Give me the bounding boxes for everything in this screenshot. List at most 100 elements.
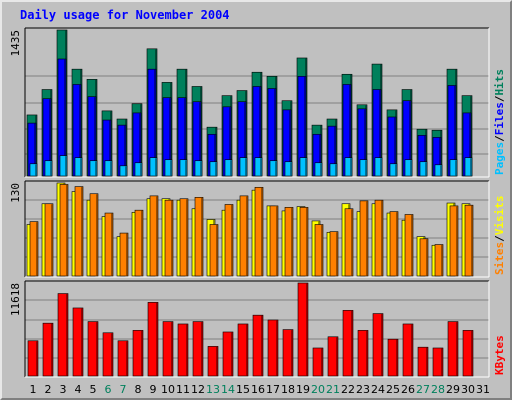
bar-sites-day-24-shade [381, 200, 383, 276]
bar-sites-day-1-shade [36, 222, 38, 276]
x-label-day-11: 11 [176, 383, 190, 396]
bar-kbytes-day-19-shade [306, 283, 308, 376]
bar-kbytes-day-8 [132, 330, 144, 377]
bar-kbytes-day-19 [297, 282, 309, 377]
bar-pages-day-3-shade [65, 156, 67, 176]
bar-kbytes-day-28 [432, 347, 444, 377]
bar-pages-day-22 [344, 157, 353, 177]
panel-2-series-labels: Sites/Visits [493, 196, 506, 276]
bar-sites-day-15 [239, 195, 249, 277]
bar-pages-day-5 [89, 160, 98, 177]
bar-files-day-10-shade [169, 98, 171, 176]
bar-sites-day-25-shade [396, 212, 398, 276]
bar-files-day-23-shade [364, 109, 366, 176]
bar-kbytes-day-25-shade [396, 339, 398, 376]
x-label-day-22: 22 [341, 383, 355, 396]
x-label-day-1: 1 [30, 383, 37, 396]
bar-files-day-17-shade [274, 89, 276, 176]
bar-kbytes-day-13 [207, 346, 219, 377]
bar-files-day-4-shade [79, 84, 81, 176]
bar-kbytes-day-16-shade [261, 315, 263, 376]
bar-kbytes-day-3 [57, 293, 69, 377]
x-label-day-25: 25 [386, 383, 400, 396]
chart-title: Daily usage for November 2004 [20, 8, 230, 22]
bar-pages-day-14 [224, 159, 233, 177]
bar-pages-day-26-shade [410, 160, 412, 176]
panel-3-series-labels: KBytes [493, 335, 506, 375]
bar-sites-day-29-shade [456, 206, 458, 276]
bar-pages-day-10-shade [170, 160, 172, 176]
bar-pages-day-10 [164, 159, 173, 177]
bar-pages-day-27-shade [425, 162, 427, 176]
bar-pages-day-7-shade [125, 166, 127, 176]
bar-sites-day-30-shade [471, 205, 473, 276]
bar-sites-day-16 [254, 186, 264, 277]
x-label-day-23: 23 [356, 383, 370, 396]
bar-pages-day-21 [329, 163, 338, 177]
bar-kbytes-day-7-shade [126, 341, 128, 376]
bar-pages-day-4-shade [80, 158, 82, 176]
bar-pages-day-25 [389, 163, 398, 177]
x-label-day-6: 6 [105, 383, 112, 396]
bar-pages-day-23 [359, 159, 368, 177]
bar-sites-day-14-shade [231, 204, 233, 276]
bar-kbytes-day-29-shade [456, 322, 458, 376]
bar-files-day-11-shade [184, 98, 186, 176]
bar-pages-day-11 [179, 159, 188, 177]
bar-pages-day-6 [104, 160, 113, 177]
bar-kbytes-day-9 [147, 302, 159, 377]
bar-pages-day-29-shade [455, 160, 457, 176]
bar-sites-day-28 [434, 244, 444, 277]
bar-sites-day-9 [149, 195, 159, 277]
bar-sites-day-13-shade [216, 224, 218, 276]
series-label-sites: Sites [493, 242, 506, 275]
bar-pages-day-30-shade [470, 158, 472, 176]
x-label-day-24: 24 [371, 383, 385, 396]
x-label-day-16: 16 [251, 383, 265, 396]
bar-sites-day-3 [59, 184, 69, 277]
bar-kbytes-day-4 [72, 307, 84, 377]
bar-sites-day-6 [104, 212, 114, 277]
bar-kbytes-day-24-shade [381, 314, 383, 376]
bar-kbytes-day-14-shade [231, 332, 233, 376]
bar-sites-day-12 [194, 197, 204, 277]
bar-pages-day-5-shade [95, 161, 97, 176]
bar-sites-day-11 [179, 198, 189, 277]
panel-1-series-labels: Pages/Files/Hits [493, 69, 506, 175]
x-label-day-12: 12 [191, 383, 205, 396]
bar-pages-day-2 [44, 160, 53, 177]
bar-sites-day-12-shade [201, 197, 203, 276]
bar-kbytes-day-25 [387, 338, 399, 377]
bar-sites-day-2 [44, 203, 54, 277]
bar-kbytes-day-5-shade [96, 322, 98, 376]
bar-files-day-28-shade [439, 137, 441, 176]
bar-pages-day-20-shade [320, 163, 322, 176]
bar-sites-day-5 [89, 193, 99, 277]
panel-1-ymax-label: 1435 [9, 30, 22, 57]
bar-sites-day-29 [449, 205, 459, 277]
bar-sites-day-30 [464, 204, 474, 277]
bar-kbytes-day-20-shade [321, 348, 323, 376]
x-label-day-28: 28 [431, 383, 445, 396]
bar-sites-day-20 [314, 224, 324, 277]
bar-sites-day-3-shade [66, 184, 68, 276]
bar-pages-day-19-shade [305, 158, 307, 176]
bar-kbytes-day-4-shade [81, 308, 83, 376]
bar-sites-day-2-shade [51, 204, 53, 276]
bar-kbytes-day-15-shade [246, 324, 248, 376]
bar-pages-day-8-shade [140, 163, 142, 176]
bar-pages-day-12-shade [200, 161, 202, 176]
bar-sites-day-21-shade [336, 232, 338, 276]
x-label-day-27: 27 [416, 383, 430, 396]
bar-sites-day-28-shade [441, 245, 443, 276]
bar-kbytes-day-17 [267, 319, 279, 377]
bar-sites-day-19 [299, 207, 309, 277]
bar-sites-day-24 [374, 199, 384, 277]
bar-pages-day-20 [314, 162, 323, 177]
bar-sites-day-27-shade [426, 239, 428, 276]
bar-pages-day-15 [239, 157, 248, 177]
bar-files-day-27-shade [424, 135, 426, 176]
bar-kbytes-day-1-shade [36, 341, 38, 376]
bar-kbytes-day-21 [327, 336, 339, 377]
x-label-day-21: 21 [326, 383, 340, 396]
